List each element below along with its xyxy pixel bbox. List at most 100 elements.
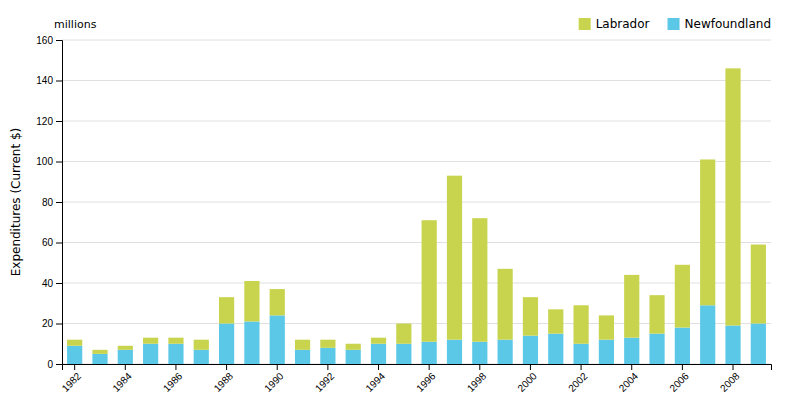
chart-svg: 0204060801001201401601982198419861988199…	[0, 0, 791, 416]
x-tick-label: 1986	[161, 370, 185, 394]
y-tick-label: 120	[36, 116, 53, 127]
bar	[573, 305, 588, 343]
bar	[422, 220, 437, 342]
bar	[649, 295, 664, 333]
grid-line	[62, 202, 771, 203]
bar	[371, 338, 386, 344]
y-tick-mark	[56, 243, 62, 244]
bar	[498, 269, 513, 340]
bar	[523, 297, 538, 335]
bar	[751, 245, 766, 324]
bar	[168, 338, 183, 344]
bar	[194, 350, 209, 364]
plot-area: 0204060801001201401601982198419861988199…	[36, 35, 771, 394]
y-tick-label: 160	[36, 35, 53, 46]
x-tick-mark	[733, 364, 734, 370]
bar	[92, 354, 107, 364]
bar	[675, 328, 690, 364]
x-tick: 2008	[718, 364, 742, 394]
x-tick: 2006	[667, 364, 691, 394]
chart-container: 0204060801001201401601982198419861988199…	[0, 0, 791, 416]
bar	[295, 340, 310, 350]
bar	[396, 324, 411, 344]
y-tick-label: 20	[42, 318, 54, 329]
x-tick: 2000	[515, 364, 539, 394]
x-tick-label: 1988	[212, 370, 236, 394]
x-tick: 1998	[465, 364, 489, 394]
x-tick-mark	[125, 364, 126, 370]
y-tick: 80	[42, 197, 62, 208]
y-tick: 20	[42, 318, 62, 329]
legend-item: Newfoundland	[668, 17, 771, 31]
bar	[523, 336, 538, 364]
bar	[320, 348, 335, 364]
x-tick-mark	[631, 364, 632, 370]
bar	[700, 305, 715, 364]
y-tick-label: 0	[47, 359, 53, 370]
y-tick-mark	[56, 121, 62, 122]
bar	[244, 321, 259, 364]
x-tick: 1994	[363, 364, 387, 394]
bar	[295, 350, 310, 364]
bar	[143, 338, 158, 344]
x-tick-mark	[429, 364, 430, 370]
y-tick-mark	[56, 324, 62, 325]
grid-line	[62, 242, 771, 243]
bar	[548, 334, 563, 364]
bar	[118, 350, 133, 364]
x-tick-label: 2006	[667, 370, 691, 394]
legend-label: Labrador	[596, 17, 650, 31]
x-tick: 1990	[262, 364, 286, 394]
x-tick-mark	[682, 364, 683, 370]
y-axis-title: Expenditures (Current $)	[9, 128, 23, 277]
x-tick-label: 1990	[262, 370, 286, 394]
x-tick-mark	[530, 364, 531, 370]
bar	[725, 68, 740, 325]
y-tick-mark	[56, 162, 62, 163]
bar	[320, 340, 335, 348]
legend: Labrador Newfoundland	[579, 17, 771, 31]
annotation: millions	[54, 18, 97, 31]
x-tick: 1986	[161, 364, 185, 394]
x-tick-label: 1992	[313, 370, 337, 394]
bar	[67, 346, 82, 364]
x-tick-mark	[226, 364, 227, 370]
grid-line	[62, 121, 771, 122]
x-axis: 1982198419861988199019921994199619982000…	[60, 364, 772, 394]
x-tick: 2002	[566, 364, 590, 394]
bar	[472, 218, 487, 342]
x-tick-mark	[479, 364, 480, 370]
y-axis: 020406080100120140160	[36, 35, 62, 370]
bar	[92, 350, 107, 354]
y-tick: 100	[36, 156, 62, 167]
grid	[62, 40, 771, 364]
y-tick-label: 40	[42, 278, 54, 289]
x-axis-line	[63, 365, 772, 371]
x-tick-mark	[74, 364, 75, 370]
x-tick: 1984	[110, 364, 134, 394]
y-tick-mark	[56, 202, 62, 203]
y-tick: 160	[36, 35, 62, 46]
x-tick-mark	[327, 364, 328, 370]
y-tick-mark	[56, 364, 62, 365]
bar	[194, 340, 209, 350]
legend-swatch	[579, 18, 591, 30]
x-tick-label: 1994	[363, 370, 387, 394]
y-tick: 120	[36, 116, 62, 127]
grid-line	[62, 80, 771, 81]
bar	[675, 265, 690, 328]
x-tick-label: 2008	[718, 370, 742, 394]
y-tick-mark	[56, 81, 62, 82]
x-tick-mark	[378, 364, 379, 370]
x-tick: 1988	[212, 364, 236, 394]
y-axis-line	[56, 41, 63, 365]
x-tick-mark	[277, 364, 278, 370]
x-tick-mark	[175, 364, 176, 370]
bar	[447, 176, 462, 340]
bar	[498, 340, 513, 364]
bar	[219, 324, 234, 365]
bar	[725, 326, 740, 364]
bar	[371, 344, 386, 364]
bar	[548, 309, 563, 333]
bar	[168, 344, 183, 364]
